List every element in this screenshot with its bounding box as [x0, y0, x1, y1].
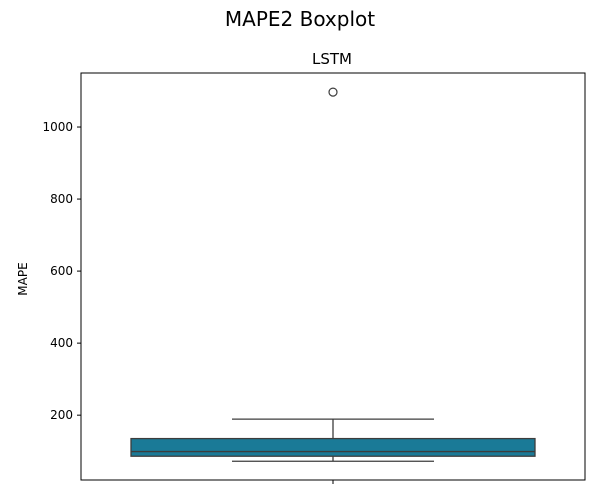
y-tick-label: 400	[50, 336, 73, 350]
axes-frame	[80, 72, 586, 481]
y-tick-label: 1000	[42, 120, 73, 134]
chart-suptitle: MAPE2 Boxplot	[225, 7, 375, 31]
y-tick-label: 600	[50, 264, 73, 278]
chart-title: LSTM	[312, 50, 352, 68]
iqr-box	[130, 437, 536, 457]
y-tick-label: 200	[50, 408, 73, 422]
y-axis-label: MAPE	[16, 262, 30, 295]
outlier-point	[328, 87, 338, 97]
plot-area: 200 400 600 800 1000	[42, 72, 586, 484]
y-tick-label: 800	[50, 192, 73, 206]
